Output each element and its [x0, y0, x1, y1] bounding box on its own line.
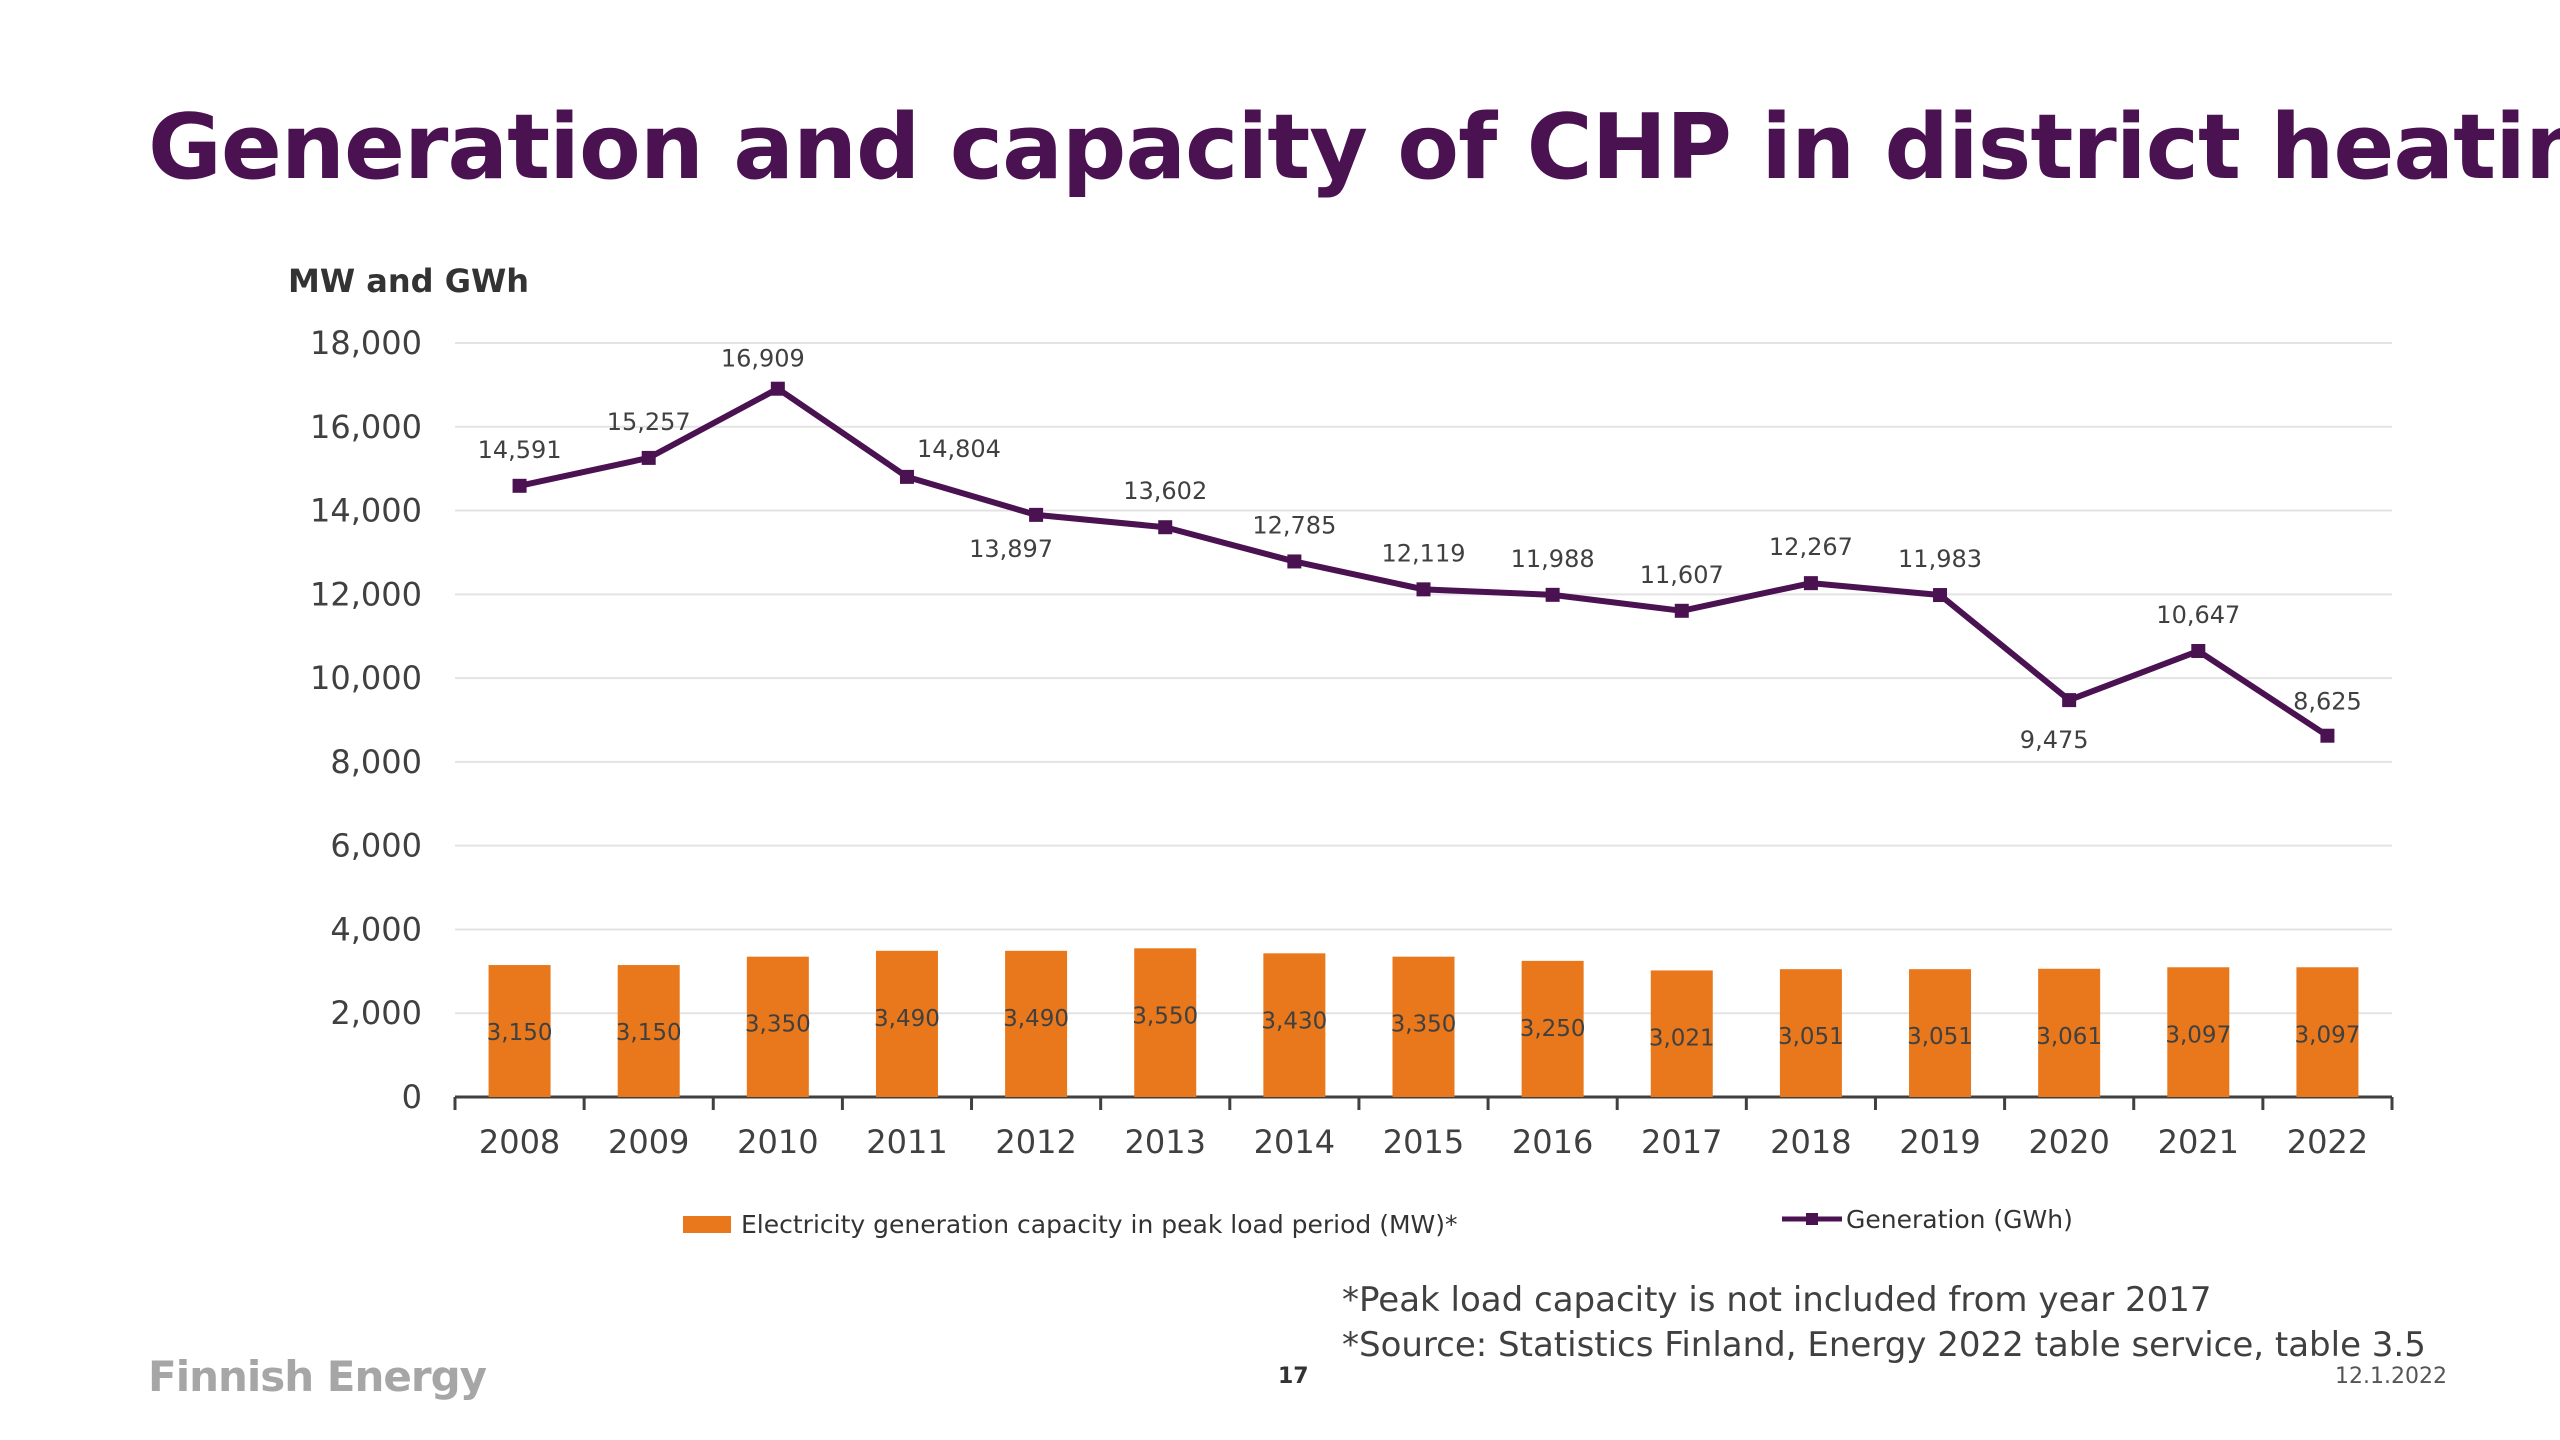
x-tick-label: 2011: [866, 1123, 947, 1161]
generation-point: [1674, 603, 1689, 618]
capacity-bar-label: 3,490: [1003, 1006, 1069, 1032]
generation-point: [1545, 587, 1560, 602]
y-tick-label: 12,000: [310, 575, 422, 613]
capacity-bar: [1005, 950, 1068, 1097]
legend-capacity-swatch: [683, 1216, 731, 1233]
generation-point: [1158, 520, 1173, 535]
capacity-bar: [1650, 970, 1713, 1097]
x-tick-label: 2013: [1125, 1123, 1206, 1161]
generation-point: [1416, 582, 1431, 597]
y-tick-label: 18,000: [310, 324, 422, 362]
capacity-bar-label: 3,097: [2295, 1022, 2361, 1048]
generation-point-label: 16,909: [721, 345, 805, 373]
capacity-bar: [2167, 967, 2230, 1097]
generation-point-label: 10,647: [2156, 601, 2240, 629]
generation-point-label: 11,607: [1640, 561, 1724, 589]
capacity-bar: [617, 965, 680, 1097]
generation-point-label: 11,983: [1898, 545, 1982, 573]
generation-point-label: 13,897: [969, 535, 1053, 563]
capacity-bar: [875, 950, 938, 1097]
y-tick-label: 0: [402, 1078, 422, 1116]
y-tick-label: 16,000: [310, 408, 422, 446]
capacity-bar: [2038, 968, 2101, 1097]
capacity-bar: [1779, 969, 1842, 1097]
generation-point-label: 13,602: [1123, 477, 1207, 505]
capacity-bar-label: 3,097: [2165, 1022, 2231, 1048]
capacity-bar-label: 3,550: [1132, 1003, 1198, 1029]
generation-point: [2062, 693, 2077, 708]
capacity-bar: [746, 956, 809, 1097]
generation-point-label: 12,785: [1252, 511, 1336, 539]
capacity-bar-label: 3,051: [1778, 1024, 1844, 1050]
generation-point-label: 9,475: [2020, 726, 2089, 754]
capacity-bar-label: 3,150: [616, 1020, 682, 1046]
capacity-bar-label: 3,490: [874, 1006, 940, 1032]
generation-point: [2320, 728, 2335, 743]
generation-point: [641, 450, 656, 465]
x-tick-label: 2022: [2287, 1123, 2368, 1161]
legend-generation-label: Generation (GWh): [1846, 1204, 2073, 1234]
capacity-bar-label: 3,051: [1907, 1024, 1973, 1050]
generation-point-label: 11,988: [1511, 545, 1595, 573]
y-tick-label: 4,000: [330, 910, 422, 948]
y-tick-label: 6,000: [330, 827, 422, 865]
generation-point: [512, 478, 527, 493]
generation-point: [1803, 576, 1818, 591]
capacity-bar-label: 3,350: [745, 1012, 811, 1038]
legend-generation-swatch: [1782, 1213, 1842, 1225]
generation-point-label: 14,804: [917, 435, 1001, 463]
slide-date: 12.1.2022: [2335, 1364, 2447, 1389]
generation-point-label: 12,119: [1382, 539, 1466, 567]
generation-point: [770, 381, 785, 396]
capacity-bar-label: 3,150: [487, 1020, 553, 1046]
generation-point-label: 12,267: [1769, 533, 1853, 561]
capacity-bar: [2296, 967, 2359, 1097]
generation-point: [2191, 644, 2206, 659]
x-tick-label: 2020: [2028, 1123, 2109, 1161]
capacity-bar: [1134, 948, 1197, 1097]
x-tick-label: 2021: [2158, 1123, 2239, 1161]
page-title: Generation and capacity of CHP in distri…: [148, 95, 2560, 200]
x-tick-label: 2017: [1641, 1123, 1722, 1161]
y-tick-label: 8,000: [330, 743, 422, 781]
generation-point: [1933, 588, 1948, 603]
capacity-bar: [1909, 969, 1972, 1097]
y-tick-label: 14,000: [310, 492, 422, 530]
legend-generation: Generation (GWh): [1782, 1203, 2073, 1235]
x-tick-label: 2010: [737, 1123, 818, 1161]
legend-capacity: Electricity generation capacity in peak …: [683, 1210, 1458, 1239]
generation-point-label: 15,257: [607, 408, 691, 436]
capacity-bar-label: 3,430: [1261, 1008, 1327, 1034]
generation-point: [1029, 507, 1044, 522]
generation-point-label: 8,625: [2293, 688, 2362, 716]
x-tick-label: 2012: [995, 1123, 1076, 1161]
page-number: 17: [1278, 1364, 1309, 1389]
capacity-bar: [1392, 956, 1455, 1097]
finnish-energy-logo: Finnish Energy: [148, 1352, 487, 1401]
x-tick-label: 2009: [608, 1123, 689, 1161]
capacity-bar-label: 3,350: [1391, 1012, 1457, 1038]
x-tick-label: 2018: [1770, 1123, 1851, 1161]
capacity-bar-label: 3,250: [1520, 1016, 1586, 1042]
footnote-source: *Source: Statistics Finland, Energy 2022…: [1342, 1325, 2426, 1365]
capacity-bar: [1263, 953, 1326, 1097]
capacity-bar: [1521, 960, 1584, 1097]
x-tick-label: 2008: [479, 1123, 560, 1161]
y-axis-unit-label: MW and GWh: [288, 262, 530, 300]
capacity-bar-label: 3,061: [2036, 1024, 2102, 1050]
legend-capacity-label: Electricity generation capacity in peak …: [741, 1210, 1458, 1239]
y-tick-label: 2,000: [330, 994, 422, 1032]
x-tick-label: 2019: [1899, 1123, 1980, 1161]
y-tick-label: 10,000: [310, 659, 422, 697]
x-tick-label: 2014: [1254, 1123, 1335, 1161]
x-tick-label: 2016: [1512, 1123, 1593, 1161]
generation-point: [1287, 554, 1302, 569]
footnote-peak-load: *Peak load capacity is not included from…: [1342, 1280, 2212, 1320]
capacity-bar-label: 3,021: [1649, 1025, 1715, 1051]
generation-point-label: 14,591: [478, 436, 562, 464]
capacity-bar: [488, 965, 551, 1097]
x-tick-label: 2015: [1383, 1123, 1464, 1161]
generation-point: [899, 469, 914, 484]
